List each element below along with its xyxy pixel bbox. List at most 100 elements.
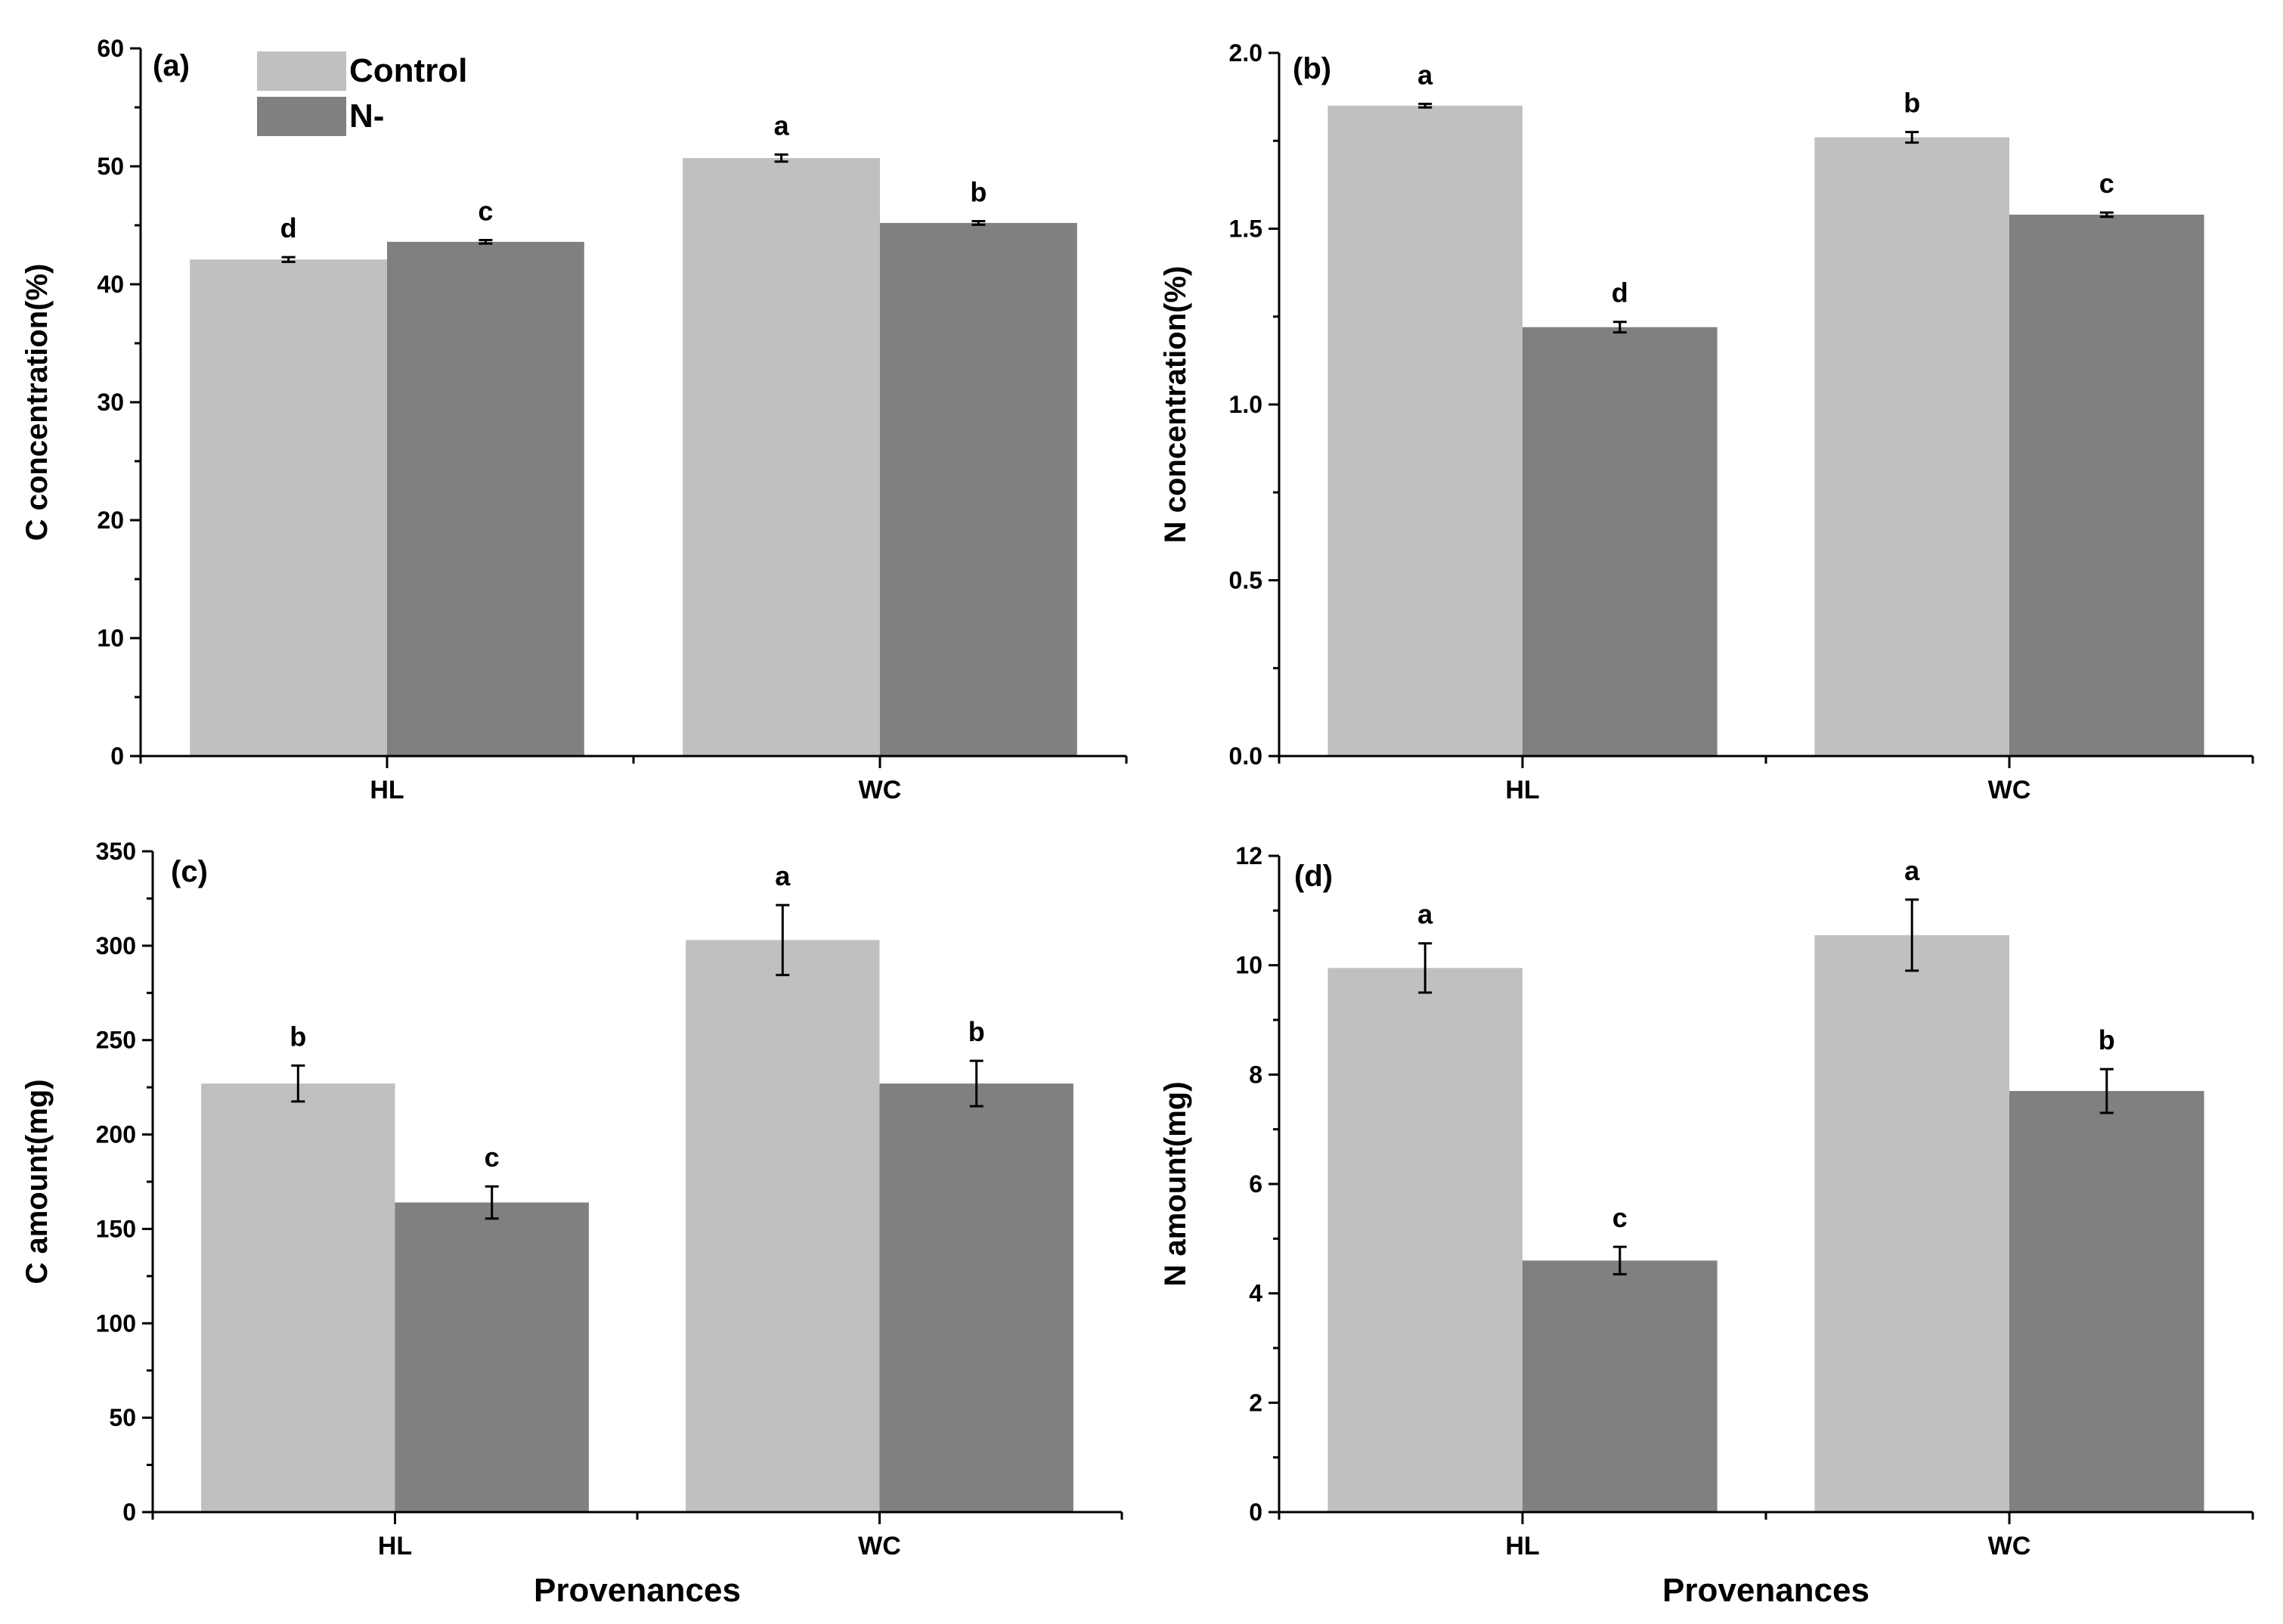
- x-category-label: WC: [859, 776, 902, 804]
- x-category-label: HL: [1505, 1532, 1539, 1560]
- x-axis-title: Provenances: [534, 1572, 741, 1609]
- error-bar: [291, 1064, 305, 1103]
- panel-label: (b): [1293, 52, 1331, 85]
- error-bar: [1905, 898, 1919, 972]
- x-category-label: WC: [858, 1532, 901, 1560]
- error-bar: [2099, 1068, 2114, 1114]
- bar-n-wc: [2009, 214, 2204, 756]
- y-tick-label: 0.5: [1229, 567, 1262, 594]
- significance-letter: a: [774, 110, 790, 141]
- chart-panel-a: d a c b 0 10 20 30 40 50 60 HL WC C concentration(%) (…: [20, 35, 1128, 804]
- significance-letter: c: [485, 1142, 500, 1173]
- significance-letter: a: [1417, 59, 1433, 90]
- bar-n-hl: [387, 241, 584, 757]
- bar-n-wc: [2009, 1091, 2204, 1512]
- significance-letter: b: [2099, 1024, 2115, 1055]
- x-category-label: HL: [378, 1532, 412, 1560]
- y-tick-label: 0: [122, 1498, 136, 1526]
- y-tick-label: 1.0: [1229, 391, 1262, 418]
- bar-n-hl: [395, 1202, 589, 1512]
- legend-label: Control: [349, 52, 467, 89]
- bar-control-wc: [683, 158, 880, 756]
- y-tick-label: 50: [109, 1404, 136, 1431]
- y-tick-label: 0: [110, 742, 124, 770]
- y-axis-title: C amount(mg): [20, 1079, 54, 1284]
- error-bar: [1905, 131, 1919, 144]
- y-tick-label: 10: [97, 624, 124, 652]
- legend-label: N-: [349, 98, 384, 135]
- error-bar: [1612, 321, 1627, 334]
- y-tick-label: 10: [1235, 952, 1262, 979]
- y-axis-title: N amount(mg): [1159, 1081, 1192, 1286]
- significance-letter: b: [290, 1021, 306, 1052]
- y-tick-label: 20: [97, 507, 124, 534]
- y-tick-label: 4: [1249, 1280, 1262, 1307]
- y-tick-label: 100: [96, 1309, 136, 1337]
- significance-letter: a: [1417, 899, 1433, 930]
- chart-panel-d: a a c b 0 2 4 6 8 10 12 HL WC N amount(mg) Provenances…: [1159, 842, 2254, 1609]
- y-tick-label: 8: [1249, 1061, 1262, 1088]
- chart-panel-b: a b d c 0.0 0.5 1.0 1.5 2.0 HL WC N concentration(%…: [1159, 39, 2254, 804]
- bar-control-hl: [1327, 968, 1523, 1512]
- y-tick-label: 12: [1235, 842, 1262, 869]
- bar-n-hl: [1523, 327, 1718, 756]
- error-bar: [776, 903, 790, 977]
- significance-letter: a: [1904, 855, 1920, 886]
- y-tick-label: 0.0: [1229, 742, 1262, 770]
- y-tick-label: 60: [97, 35, 124, 62]
- y-axis-title: C concentration(%): [20, 264, 54, 541]
- bar-control-hl: [190, 259, 387, 756]
- bar-n-hl: [1523, 1260, 1718, 1512]
- significance-letter: b: [968, 1016, 985, 1047]
- x-category-label: HL: [370, 776, 404, 804]
- error-bar: [1612, 1245, 1627, 1275]
- panel-label: (d): [1294, 860, 1333, 893]
- error-bar: [1418, 102, 1433, 109]
- error-bar: [969, 1059, 984, 1108]
- y-axis-title: N concentration(%): [1159, 266, 1192, 544]
- significance-letter: c: [478, 196, 493, 227]
- y-tick-label: 300: [96, 932, 136, 959]
- x-category-label: WC: [1988, 1532, 2031, 1560]
- y-tick-label: 6: [1249, 1170, 1262, 1198]
- bar-control-wc: [1814, 934, 2009, 1512]
- y-tick-label: 250: [96, 1027, 136, 1054]
- bar-n-wc: [879, 1083, 1073, 1512]
- bar-control-hl: [201, 1083, 395, 1512]
- bar-control-hl: [1327, 105, 1523, 756]
- bar-n-wc: [880, 222, 1077, 756]
- legend-swatch: [257, 51, 346, 91]
- y-tick-label: 2: [1249, 1389, 1262, 1416]
- legend-swatch: [257, 97, 346, 136]
- significance-letter: b: [970, 177, 987, 208]
- y-tick-label: 0: [1249, 1498, 1262, 1526]
- bar-control-wc: [686, 940, 880, 1512]
- significance-letter: c: [2099, 168, 2114, 199]
- error-bar: [479, 239, 493, 245]
- significance-letter: b: [1904, 88, 1920, 119]
- error-bar: [281, 256, 296, 263]
- chart-panel-c: b a c b 0 50 100 150 200 250 300 350 HL WC C amount(mg…: [20, 838, 1123, 1609]
- panel-label: (c): [171, 855, 208, 888]
- significance-letter: d: [1612, 277, 1628, 308]
- y-tick-label: 150: [96, 1215, 136, 1242]
- y-tick-label: 1.5: [1229, 215, 1262, 243]
- error-bar: [1418, 942, 1433, 994]
- y-tick-label: 40: [97, 271, 124, 298]
- error-bar: [774, 153, 788, 163]
- panel-label: (a): [153, 49, 190, 82]
- bar-control-wc: [1814, 137, 2009, 757]
- y-tick-label: 2.0: [1229, 39, 1262, 67]
- error-bar: [971, 220, 986, 226]
- y-tick-label: 50: [97, 153, 124, 180]
- x-category-label: WC: [1988, 776, 2031, 804]
- significance-letter: d: [280, 212, 297, 243]
- error-bar: [2099, 211, 2114, 218]
- y-tick-label: 200: [96, 1121, 136, 1148]
- y-tick-label: 350: [96, 838, 136, 865]
- significance-letter: c: [1612, 1202, 1628, 1233]
- significance-letter: a: [775, 860, 791, 891]
- x-axis-title: Provenances: [1662, 1572, 1869, 1609]
- x-category-label: HL: [1505, 776, 1539, 804]
